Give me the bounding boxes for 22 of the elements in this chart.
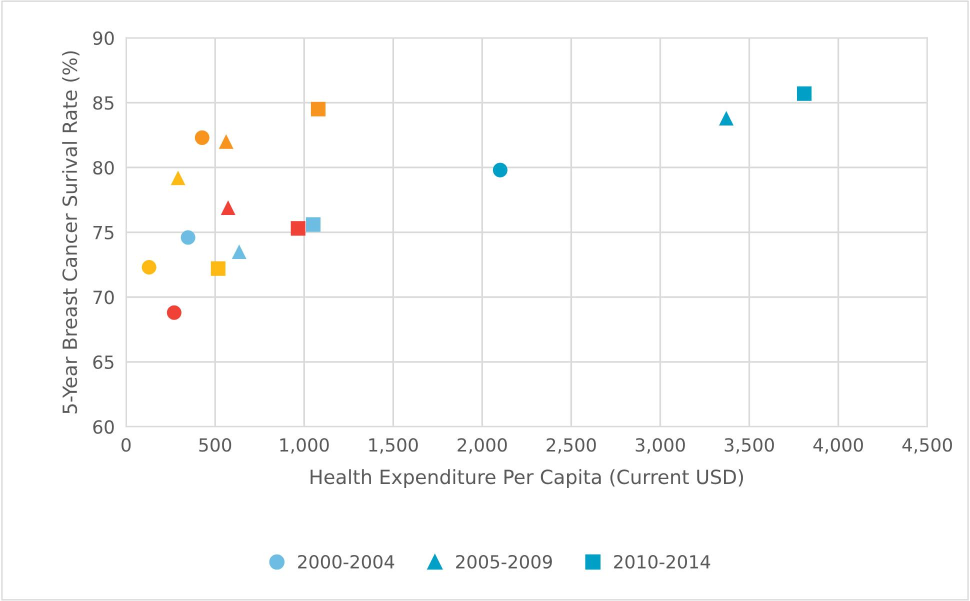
x-tick-label: 500 xyxy=(199,438,232,452)
x-tick-label: 2,000 xyxy=(458,438,507,454)
y-tick-label: 65 xyxy=(93,355,114,370)
x-tick-label: 4,500 xyxy=(902,438,952,454)
legend-label: 2005-2009 xyxy=(456,554,552,569)
y-tick-label: 90 xyxy=(93,31,114,45)
x-tick-label: 4,000 xyxy=(813,438,863,454)
y-tick-label: 85 xyxy=(93,96,114,110)
y-tick-label: 75 xyxy=(93,226,114,240)
y-tick-label: 60 xyxy=(93,420,114,434)
x-axis-title: Health Expenditure Per Capita (Current USD) xyxy=(310,469,743,488)
x-tick-label: 3,000 xyxy=(636,438,685,454)
y-tick-label: 80 xyxy=(93,160,114,175)
x-tick-label: 0 xyxy=(122,438,131,452)
y-axis-title: 5-Year Breast Cancer Surival Rate (%) xyxy=(62,51,80,414)
x-tick-label: 1,500 xyxy=(369,438,418,454)
y-tick-label: 70 xyxy=(93,290,114,304)
legend-label: 2010-2014 xyxy=(614,554,710,569)
x-tick-label: 2,500 xyxy=(546,438,596,454)
legend-label: 2000-2004 xyxy=(298,554,394,569)
x-tick-label: 3,500 xyxy=(724,438,774,454)
x-tick-label: 1,000 xyxy=(280,438,329,454)
